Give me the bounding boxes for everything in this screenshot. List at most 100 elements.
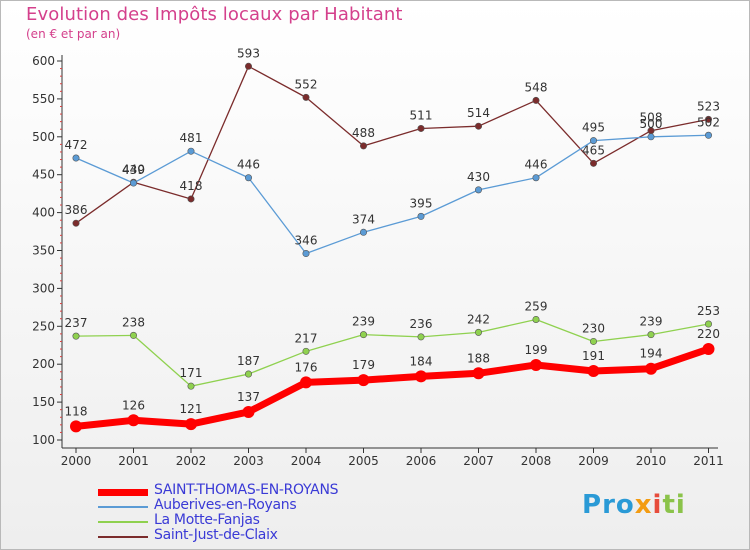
x-tick-label: 2000 — [61, 454, 92, 468]
y-tick-label: 400 — [32, 206, 55, 220]
data-label: 236 — [410, 317, 433, 331]
data-label: 217 — [295, 331, 318, 345]
data-point — [704, 115, 712, 123]
data-point — [647, 331, 655, 339]
y-tick-label: 200 — [32, 357, 55, 371]
legend-swatch — [98, 536, 148, 538]
data-point — [704, 131, 712, 139]
data-label: 121 — [180, 402, 203, 416]
data-point — [245, 174, 253, 182]
data-point — [474, 328, 482, 336]
data-point — [72, 154, 80, 162]
data-point — [415, 370, 427, 383]
data-point — [302, 93, 310, 101]
data-label: 440 — [122, 162, 145, 176]
y-tick-label: 350 — [32, 244, 55, 258]
data-label: 220 — [697, 327, 720, 341]
data-point — [647, 133, 655, 141]
legend-swatch — [98, 506, 148, 508]
data-label: 346 — [295, 234, 318, 248]
data-point — [187, 195, 195, 203]
data-point — [645, 362, 657, 375]
data-label: 481 — [180, 131, 203, 145]
data-point — [127, 414, 140, 427]
data-point — [130, 179, 138, 187]
data-point — [589, 159, 597, 167]
series-line-0 — [72, 345, 712, 430]
data-point — [70, 420, 82, 433]
x-tick-label: 2011 — [693, 454, 724, 468]
data-point — [530, 358, 542, 371]
logo-letter: P — [582, 490, 603, 520]
data-label: 439 — [122, 163, 145, 177]
data-label: 446 — [237, 158, 260, 172]
data-label: 176 — [295, 360, 318, 374]
data-label: 552 — [295, 77, 318, 91]
data-label: 523 — [697, 99, 720, 113]
data-point — [589, 337, 597, 345]
data-label: 118 — [65, 404, 88, 418]
y-tick-label: 250 — [32, 319, 55, 333]
data-point — [357, 374, 370, 387]
data-label: 502 — [697, 115, 720, 129]
data-point — [704, 320, 712, 328]
data-point — [359, 331, 367, 339]
data-label: 253 — [697, 304, 720, 318]
legend-label: La Motte-Fanjas — [154, 512, 260, 528]
data-label: 511 — [410, 108, 433, 122]
series-line-3 — [75, 65, 710, 224]
x-tick-label: 2002 — [176, 454, 207, 468]
logo-letter: x — [634, 490, 653, 520]
data-point — [185, 418, 197, 431]
y-tick-label: 550 — [32, 92, 55, 106]
data-label: 238 — [122, 315, 145, 329]
data-point — [242, 405, 255, 418]
y-tick-label: 450 — [32, 168, 55, 182]
data-point — [587, 365, 600, 378]
data-point — [187, 382, 195, 390]
data-label: 418 — [180, 179, 203, 193]
data-point — [302, 347, 310, 355]
data-point — [359, 142, 367, 150]
legend-label: Saint-Just-de-Claix — [154, 527, 278, 543]
proxiti-logo: Proxiti — [582, 490, 686, 520]
y-tick-label: 300 — [32, 281, 55, 295]
x-tick-label: 2010 — [636, 454, 667, 468]
data-label: 374 — [352, 212, 375, 226]
data-point — [417, 333, 425, 341]
data-label: 386 — [65, 203, 88, 217]
data-label: 500 — [640, 117, 663, 131]
data-point — [302, 250, 310, 258]
data-label: 514 — [467, 106, 490, 120]
data-point — [245, 370, 253, 378]
data-label: 194 — [640, 347, 663, 361]
chart-title: Evolution des Impôts locaux par Habitant — [26, 4, 403, 25]
data-label: 184 — [410, 354, 433, 368]
data-label: 230 — [582, 321, 605, 335]
data-point — [702, 343, 715, 356]
data-point — [187, 147, 195, 155]
x-tick-label: 2008 — [521, 454, 552, 468]
data-point — [589, 137, 597, 145]
data-label: 472 — [65, 138, 88, 152]
data-label: 395 — [410, 196, 433, 210]
data-label: 179 — [352, 358, 375, 372]
y-tick-label: 500 — [32, 130, 55, 144]
data-point — [532, 96, 540, 104]
y-tick-label: 100 — [32, 433, 55, 447]
data-label: 508 — [640, 111, 663, 125]
x-tick-label: 2007 — [463, 454, 494, 468]
legend-swatch — [98, 521, 148, 523]
data-label: 548 — [525, 80, 548, 94]
data-point — [532, 174, 540, 182]
data-label: 488 — [352, 126, 375, 140]
legend-label: Auberives-en-Royans — [154, 497, 297, 513]
logo-letter: t — [662, 490, 676, 520]
data-label: 495 — [582, 121, 605, 135]
data-label: 242 — [467, 312, 490, 326]
data-label: 465 — [582, 143, 605, 157]
x-tick-label: 2009 — [578, 454, 609, 468]
data-point — [472, 367, 485, 380]
data-point — [245, 62, 253, 70]
